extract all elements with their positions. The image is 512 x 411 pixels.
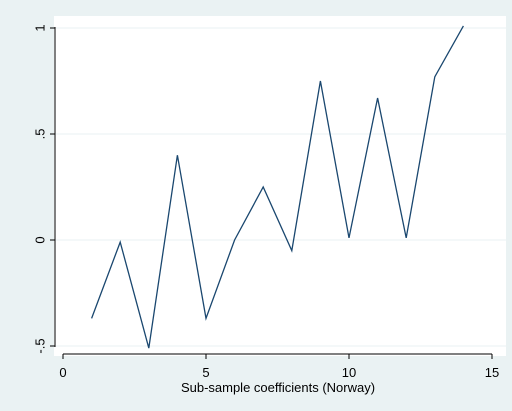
y-tick-label: 1 <box>33 24 48 31</box>
y-tick-label: 0 <box>33 236 48 243</box>
series-line <box>90 25 464 349</box>
x-tick-label: 5 <box>202 365 209 380</box>
x-tick-label: 15 <box>485 365 499 380</box>
axes <box>54 27 492 355</box>
gridlines <box>55 27 506 347</box>
y-tick-label: .5 <box>33 129 48 140</box>
x-axis-title: Sub-sample coefficients (Norway) <box>181 380 375 395</box>
plot-area <box>54 16 506 356</box>
series-group <box>90 25 464 349</box>
x-tick-label: 0 <box>59 365 66 380</box>
ticks: -.50.510 5 10 15 <box>33 24 500 380</box>
x-tick-label: 10 <box>342 365 356 380</box>
y-tick-label: -.5 <box>33 338 48 353</box>
